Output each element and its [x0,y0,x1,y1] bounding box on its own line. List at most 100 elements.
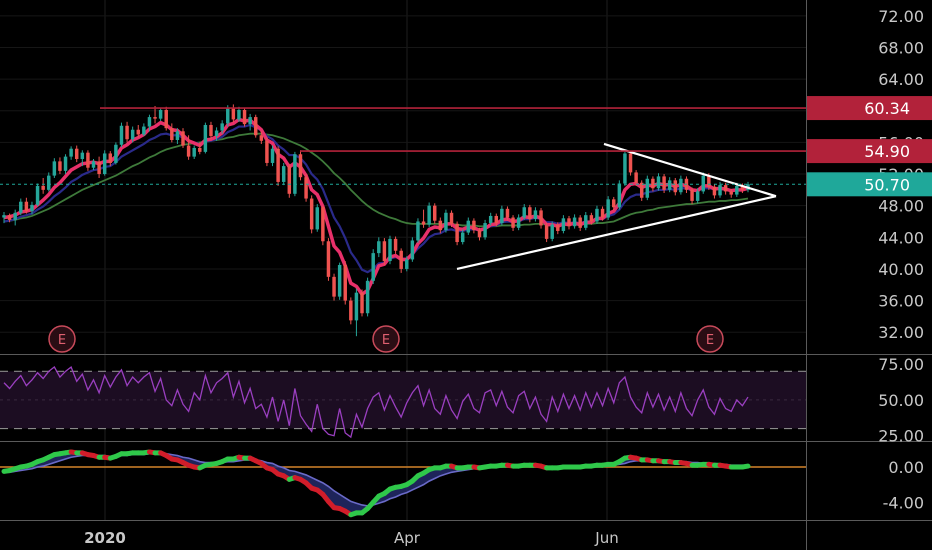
candle-body [735,185,739,195]
candle-body [505,208,510,218]
rsi-tick-label: 75.00 [878,355,924,374]
candle-body [58,161,62,171]
candle-body [2,215,6,218]
level-price-badge [807,139,932,164]
candle-body [270,148,275,163]
earnings-marker [372,325,400,353]
candle-body [242,109,247,125]
rsi-line [3,365,749,439]
candle-body [287,166,292,194]
moving-averages [3,117,749,297]
candle-body [449,212,454,224]
candle-body [399,250,403,269]
candle-body [572,217,577,227]
candle-body [69,148,73,157]
candle-body [13,212,17,220]
candle-body [623,153,627,184]
candle-body [550,224,554,239]
candle-body [47,175,51,190]
candle-body [606,199,610,218]
candle-body [360,292,364,314]
candle-body [332,276,336,297]
candle-body [198,147,202,152]
candle-body [253,117,258,136]
candle-body [203,124,208,152]
time-axis[interactable]: 2020 Apr Jun [84,529,619,547]
candle-body [662,176,666,190]
candle-body [237,109,241,120]
candle-body [612,199,616,208]
candle-body [388,238,392,262]
candle-body [365,280,370,314]
candle-body [511,217,515,228]
upper-trendline [603,142,777,198]
candle-body [701,175,705,192]
candle-body [595,208,599,222]
candle-body [147,117,152,127]
level-price-label: 54.90 [864,142,910,161]
candle-body [533,210,538,220]
candle-body [226,108,230,124]
candle-body [74,148,79,159]
candle-body [349,300,353,321]
candle-body [80,152,85,159]
candle-body [220,123,224,131]
candle-body [304,177,308,199]
price-axis[interactable]: 72.0068.0064.0060.0056.0052.0048.0044.00… [807,7,932,513]
price-tick-label: 44.00 [878,228,924,247]
horizontal-levels [0,107,806,185]
macd-panel [0,449,806,518]
ema-mid-line [3,123,749,274]
candle-body [433,205,437,221]
level-price-label: 60.34 [864,99,910,118]
candle-body [321,207,325,242]
candle-body [130,129,135,140]
ema-slow-line [3,132,749,228]
candle-body [153,117,157,119]
candle-body [673,180,678,193]
candle-body [718,185,722,196]
price-tick-label: 64.00 [878,70,924,89]
candle-body [298,154,303,178]
candle-body [337,264,342,297]
candle-body [679,178,683,193]
level-price-badge [807,172,932,197]
candle-body [24,201,29,212]
candle-body [52,161,57,176]
candle-body [186,145,191,157]
candle-body [114,144,118,163]
time-tick-label: 2020 [84,529,126,547]
candle-body [119,125,124,145]
candle-body [416,221,420,241]
candle-body [438,220,443,231]
candle-body [466,220,471,233]
candle-body [539,210,543,226]
candle-body [600,208,605,218]
price-tick-label: 48.00 [878,197,924,216]
candle-body [19,201,23,213]
candle-body [125,125,129,140]
rsi-tick-label: 25.00 [878,427,924,446]
candle-body [494,215,499,224]
candle-body [740,185,745,190]
candlesticks [2,104,750,337]
candle-body [209,124,213,137]
candle-body [617,183,622,208]
candle-body [265,140,269,163]
price-tick-label: 72.00 [878,7,924,26]
earnings-marker [48,325,76,353]
rsi-panel [0,365,806,439]
candle-body [455,223,459,243]
candle-body [634,172,638,183]
candle-body [488,215,493,224]
candle-body [477,230,482,238]
time-tick-label: Jun [594,529,618,547]
candle-body [164,109,168,129]
candle-body [667,180,672,190]
candle-body [444,212,448,231]
candle-body [276,148,280,182]
price-tick-label: 32.00 [878,323,924,342]
candle-body [472,220,476,231]
